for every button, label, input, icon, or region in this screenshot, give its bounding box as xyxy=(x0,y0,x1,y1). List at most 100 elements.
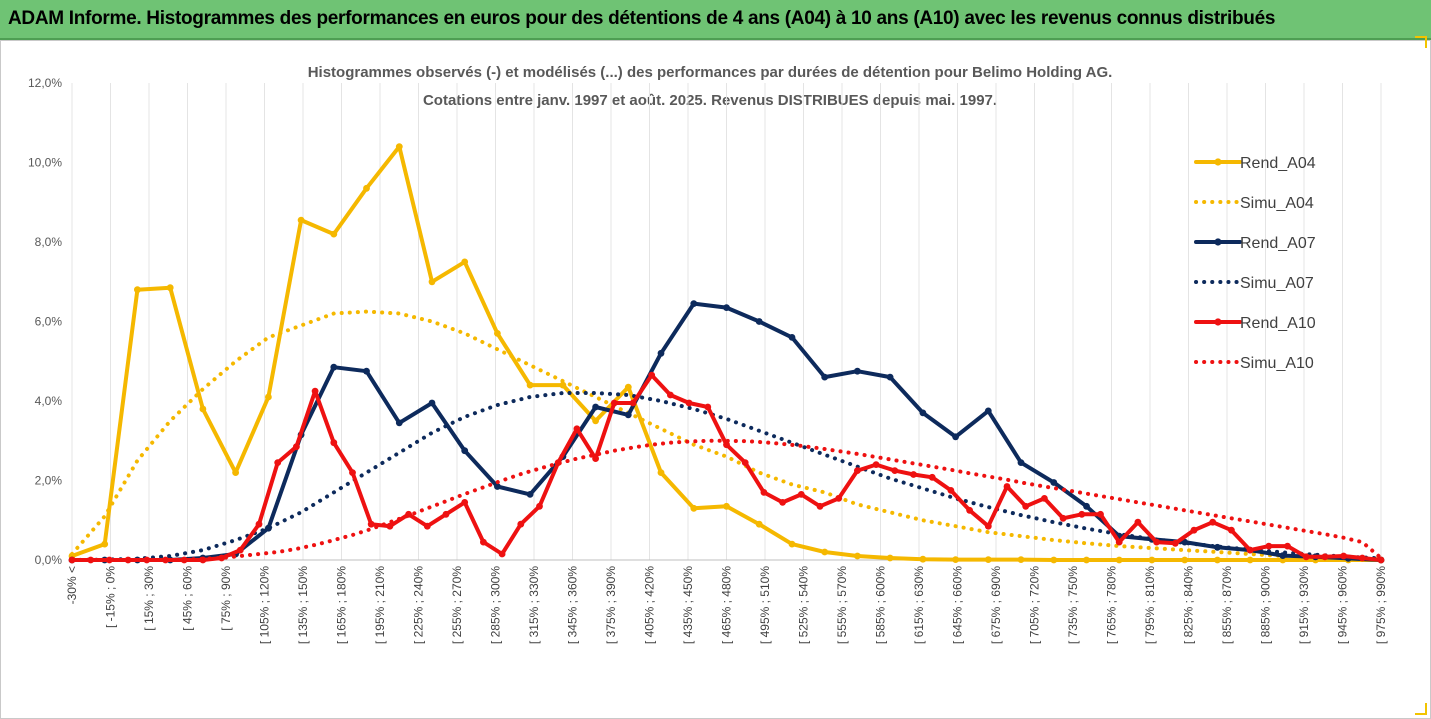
x-tick-label: [ 645% ; 660% xyxy=(951,566,965,644)
legend-item-simu-a07[interactable]: Simu_A07 xyxy=(1194,275,1314,292)
data-point xyxy=(461,447,469,455)
data-point xyxy=(835,495,843,502)
data-point xyxy=(428,399,436,407)
data-point xyxy=(657,469,665,476)
x-tick-label: [ 975% ; 990% xyxy=(1374,566,1388,644)
data-point xyxy=(536,502,543,510)
x-tick-label: [ 165% ; 180% xyxy=(335,566,349,644)
data-point xyxy=(311,387,319,395)
data-point xyxy=(648,371,656,379)
data-point xyxy=(395,143,403,151)
data-point xyxy=(1246,546,1254,554)
data-point xyxy=(363,367,370,375)
y-tick-label: 12,0% xyxy=(28,76,62,90)
data-point xyxy=(610,399,618,407)
data-point xyxy=(854,467,861,474)
x-tick-label: [ 405% ; 420% xyxy=(643,566,657,644)
x-tick-label: [ 195% ; 210% xyxy=(373,566,387,644)
data-point xyxy=(461,258,469,266)
data-point xyxy=(779,499,786,506)
data-point xyxy=(526,491,534,498)
data-point xyxy=(363,184,370,192)
data-point xyxy=(891,467,899,474)
data-point xyxy=(330,230,338,238)
data-point xyxy=(232,469,240,476)
data-point xyxy=(1171,539,1179,547)
data-point xyxy=(1115,556,1123,564)
legend-label: Simu_A04 xyxy=(1240,195,1314,212)
data-point xyxy=(559,381,567,389)
data-point xyxy=(1050,479,1058,486)
data-point xyxy=(685,399,693,407)
data-point xyxy=(1050,556,1058,564)
data-point xyxy=(1083,502,1090,510)
x-tick-label: [ 105% ; 120% xyxy=(258,566,272,644)
data-point xyxy=(236,546,244,554)
data-point xyxy=(854,367,861,375)
data-point xyxy=(1022,502,1030,510)
x-tick-label: [ 615% ; 630% xyxy=(912,566,926,644)
data-point xyxy=(592,417,599,425)
legend-item-rend-a07[interactable]: Rend_A07 xyxy=(1194,235,1316,252)
data-point xyxy=(704,403,712,411)
data-point xyxy=(854,552,861,560)
data-point xyxy=(517,520,525,528)
data-point xyxy=(1153,538,1160,546)
data-point xyxy=(1134,518,1142,526)
data-point xyxy=(573,425,581,433)
data-point xyxy=(788,334,796,341)
data-point xyxy=(723,502,730,510)
data-point xyxy=(592,403,599,411)
x-tick-label: [ 705% ; 720% xyxy=(1028,566,1042,644)
legend-item-simu-a04[interactable]: Simu_A04 xyxy=(1194,195,1314,212)
data-point xyxy=(1284,542,1291,550)
y-tick-label: 2,0% xyxy=(35,474,63,488)
data-point xyxy=(1078,510,1086,518)
data-point xyxy=(1321,553,1329,561)
data-point xyxy=(723,441,730,449)
legend-item-rend-a10[interactable]: Rend_A10 xyxy=(1194,315,1316,332)
x-tick-label: [ 915% ; 930% xyxy=(1297,566,1311,644)
legend-item-simu-a10[interactable]: Simu_A10 xyxy=(1194,355,1314,372)
data-point xyxy=(947,487,955,494)
data-point xyxy=(1017,459,1025,466)
data-point xyxy=(755,520,763,528)
data-point xyxy=(760,489,768,496)
x-tick-label: [ 465% ; 480% xyxy=(720,566,734,644)
x-tick-label: [ 555% ; 570% xyxy=(835,566,849,644)
data-point xyxy=(526,381,534,389)
data-point xyxy=(423,522,431,530)
data-point xyxy=(297,216,305,224)
data-point xyxy=(886,554,894,562)
legend-label: Rend_A10 xyxy=(1240,315,1316,332)
data-point xyxy=(1358,554,1366,562)
data-point xyxy=(1041,495,1048,502)
data-point xyxy=(741,459,749,466)
data-point xyxy=(984,522,992,530)
data-point xyxy=(367,520,375,528)
x-tick-label: [ 765% ; 780% xyxy=(1105,566,1119,644)
data-point xyxy=(816,502,824,510)
series-simu-a10 xyxy=(70,438,1383,562)
data-point xyxy=(1059,514,1067,522)
data-point xyxy=(1017,556,1025,563)
data-point xyxy=(667,391,674,399)
data-point xyxy=(723,304,730,311)
data-point xyxy=(821,548,829,556)
y-tick-label: 0,0% xyxy=(35,553,63,567)
x-tick-label: [ 825% ; 840% xyxy=(1182,566,1196,644)
x-tick-label: [ 945% ; 960% xyxy=(1336,566,1350,644)
y-tick-label: 10,0% xyxy=(28,156,62,170)
series-simu-a04 xyxy=(70,309,1383,561)
data-point xyxy=(293,443,300,451)
data-point xyxy=(872,461,880,468)
legend[interactable]: Rend_A04 Simu_A04 Rend_A07 Simu_A07 Rend_A10… xyxy=(1194,155,1316,372)
data-point xyxy=(1246,556,1254,564)
data-point xyxy=(1265,542,1273,550)
x-tick-label: [ 45% ; 60% xyxy=(181,566,195,631)
chart-subtitle: Cotations entre janv. 1997 et août. 2025… xyxy=(423,92,997,109)
legend-item-rend-a04[interactable]: Rend_A04 xyxy=(1194,155,1316,172)
x-tick-label: [ 585% ; 600% xyxy=(874,566,888,644)
y-tick-label: 8,0% xyxy=(35,235,63,249)
data-point xyxy=(690,300,698,307)
